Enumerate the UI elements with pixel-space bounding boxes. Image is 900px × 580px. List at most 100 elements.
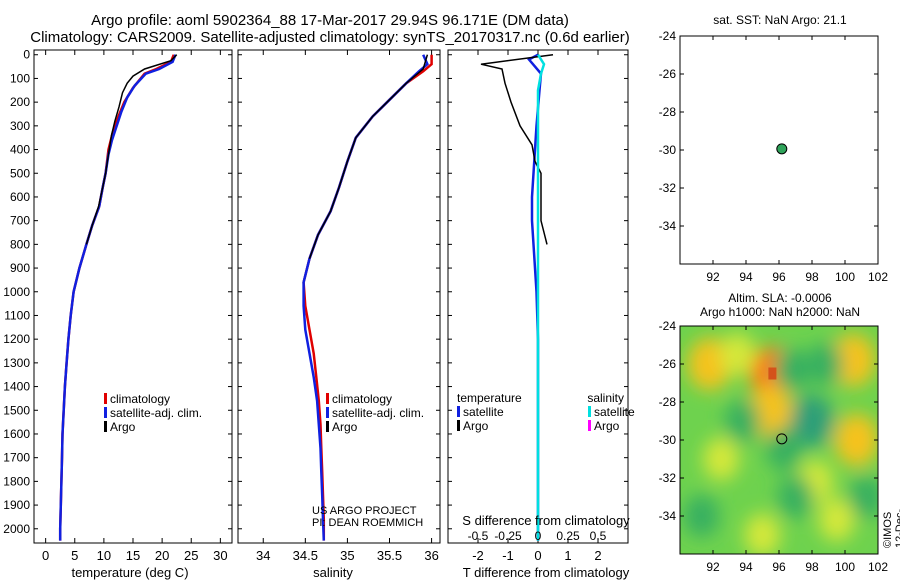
- salinity-difference-tick-label: -0.5: [468, 529, 489, 543]
- salinity-legend-label: climatology: [332, 392, 392, 406]
- depth-tick-label: 1000: [3, 285, 30, 299]
- salinity-difference-tick-label: -0.25: [494, 529, 522, 543]
- difference-profile-xtick-label: 0: [534, 548, 541, 563]
- project-watermark: US ARGO PROJECT PI: DEAN ROEMMICH: [312, 505, 423, 529]
- sst-map-title: sat. SST: NaN Argo: 21.1: [713, 13, 847, 27]
- diff-salinity-legend-label: satellite: [594, 405, 635, 419]
- salinity-legend-swatch: [326, 421, 329, 432]
- diff-salinity-legend-swatch: [588, 420, 591, 431]
- salinity-legend-swatch: [326, 407, 329, 418]
- copyright-caption: ©IMOS 12-Dec-2018 20:14:09: [882, 508, 900, 548]
- temperature-legend-label: climatology: [110, 392, 170, 406]
- sst-map-ytick-label: -28: [659, 105, 677, 119]
- sla-map-xtick-label: 96: [772, 560, 786, 574]
- sla-map-ytick-label: -24: [659, 319, 677, 333]
- sla-map-xtick-label: 92: [706, 560, 720, 574]
- difference-profile-series-t-argo: [480, 53, 554, 245]
- sst-map-xtick-label: 98: [805, 270, 819, 284]
- temperature-profile-series-argo: [85, 54, 178, 245]
- difference-axis-label: T difference from climatology: [463, 565, 630, 580]
- sla-anomaly-blob: [777, 475, 814, 519]
- sla-map-ytick-label: -32: [659, 471, 677, 485]
- depth-tick-label: 1100: [4, 308, 30, 322]
- sla-map-title-line2: Argo h1000: NaN h2000: NaN: [700, 305, 860, 319]
- temperature-profile-xtick-label: 25: [184, 548, 198, 563]
- sla-anomaly-blob: [744, 513, 781, 554]
- sla-map-ytick-label: -28: [659, 395, 677, 409]
- sst-map-ytick-label: -26: [659, 67, 677, 81]
- sst-map-ytick-label: -24: [659, 29, 677, 43]
- salinity-profile-xtick-label: 35.5: [377, 548, 402, 563]
- salinity-legend-label: satellite-adj. clim.: [332, 406, 424, 420]
- sla-map-xtick-label: 102: [868, 560, 888, 574]
- sla-anomaly-blob: [724, 399, 761, 443]
- temperature-profile-xtick-label: 20: [155, 548, 169, 563]
- diff-temperature-legend-swatch: [457, 420, 460, 431]
- salinity-legend-label: Argo: [332, 420, 358, 434]
- salinity-difference-tick-label: 0.25: [556, 529, 580, 543]
- depth-tick-label: 800: [10, 237, 30, 251]
- difference-profile-xtick-label: 2: [594, 548, 601, 563]
- salinity-axis-label: salinity: [313, 565, 353, 580]
- salinity-profile-xtick-label: 34: [256, 548, 270, 563]
- sla-anomaly-blob: [831, 333, 876, 387]
- temperature-profile-xtick-label: 10: [97, 548, 111, 563]
- depth-tick-label: 100: [10, 71, 30, 85]
- difference-profile-xtick-label: -2: [472, 548, 484, 563]
- sst-map-xtick-label: 100: [835, 270, 855, 284]
- difference-profile-xtick-label: -1: [502, 548, 514, 563]
- sla-map-ytick-label: -30: [659, 433, 677, 447]
- sst-map-xtick-label: 94: [739, 270, 753, 284]
- depth-tick-label: 700: [10, 214, 30, 228]
- salinity-profile-series-satellite-adj--clim-: [302, 54, 429, 541]
- depth-tick-label: 2000: [3, 522, 30, 536]
- salinity-profile-series-climatology: [302, 54, 433, 541]
- sla-anomaly-blob: [683, 494, 720, 538]
- sla-map-xtick-label: 98: [805, 560, 819, 574]
- depth-tick-label: 200: [10, 95, 30, 109]
- depth-tick-label: 1700: [3, 451, 30, 465]
- sla-anomaly-blob: [807, 342, 844, 386]
- sst-map-ytick-label: -34: [659, 219, 677, 233]
- temperature-axis-label: temperature (deg C): [71, 565, 188, 580]
- temperature-legend-swatch: [104, 407, 107, 418]
- sst-map-xtick-label: 96: [772, 270, 786, 284]
- sla-field: [683, 332, 878, 554]
- depth-tick-label: 900: [10, 261, 30, 275]
- depth-tick-label: 1300: [3, 356, 30, 370]
- temperature-profile-frame: [33, 49, 233, 544]
- depth-tick-label: 1800: [3, 474, 30, 488]
- figure-title-line2: Climatology: CARS2009. Satellite-adjuste…: [30, 29, 630, 46]
- diff-salinity-legend-swatch: [588, 406, 591, 417]
- depth-tick-label: 300: [10, 119, 30, 133]
- sst-map-ytick-label: -32: [659, 181, 677, 195]
- sla-map-argo-position-marker: [776, 433, 788, 445]
- sla-map-xtick-label: 100: [835, 560, 855, 574]
- salinity-profile-series-argo: [308, 54, 429, 259]
- salinity-difference-tick-label: 0.5: [590, 529, 607, 543]
- diff-temperature-legend-label: Argo: [463, 419, 489, 433]
- temperature-profile-xtick-label: 15: [126, 548, 140, 563]
- sla-map-xtick-label: 94: [739, 560, 753, 574]
- sst-map-xtick-label: 102: [868, 270, 888, 284]
- difference-profile-series-s-satellite: [536, 54, 546, 541]
- sla-max-cell: [768, 367, 777, 380]
- depth-tick-label: 1600: [3, 427, 30, 441]
- diff-temperature-legend-swatch: [457, 406, 460, 417]
- salinity-difference-label: S difference from climatology: [462, 513, 630, 528]
- diff-legend-heading-temperature: temperature: [457, 391, 522, 405]
- sst-map-xtick-label: 92: [706, 270, 720, 284]
- sla-anomaly-blob: [834, 413, 878, 467]
- sst-map-ytick-label: -30: [659, 143, 677, 157]
- temperature-profile-xtick-label: 5: [71, 548, 78, 563]
- depth-tick-label: 400: [10, 143, 30, 157]
- depth-tick-label: 1900: [3, 498, 30, 512]
- temperature-profile-series-satellite-adj--clim-: [58, 54, 177, 541]
- depth-tick-label: 1200: [3, 332, 30, 346]
- temperature-legend-label: Argo: [110, 420, 136, 434]
- salinity-profile-xtick-label: 34.5: [293, 548, 318, 563]
- salinity-legend-swatch: [326, 393, 329, 404]
- temperature-legend-label: satellite-adj. clim.: [110, 406, 202, 420]
- diff-salinity-legend-label: Argo: [594, 419, 620, 433]
